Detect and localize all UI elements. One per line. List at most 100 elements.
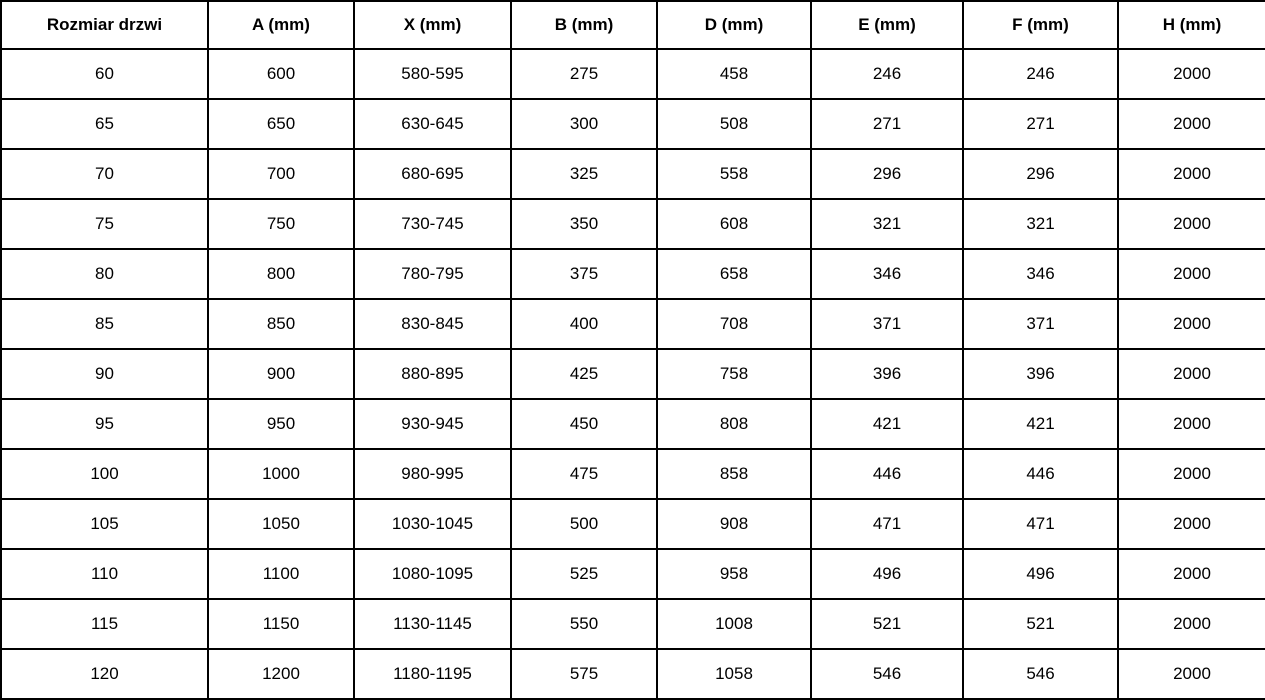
table-cell: 650	[207, 98, 355, 150]
table-cell: 2000	[1117, 198, 1265, 250]
table-cell: 2000	[1117, 398, 1265, 450]
table-cell: 371	[962, 298, 1119, 350]
table-cell: 80	[0, 248, 209, 300]
table-body: 60 600 580-595 275 458 246 246 2000 65 650 630-645…	[0, 48, 1265, 700]
table-cell: 558	[656, 148, 812, 200]
table-cell: 300	[510, 98, 658, 150]
table-cell: 1008	[656, 598, 812, 650]
table-cell: 421	[810, 398, 964, 450]
table-cell: 1080-1095	[353, 548, 512, 600]
column-header-a-mm: A (mm)	[207, 0, 355, 50]
table-cell: 471	[810, 498, 964, 550]
table-row: 105 1050 1030-1045 500 908 471 471 2000	[0, 498, 1265, 550]
table-cell: 980-995	[353, 448, 512, 500]
table-cell: 730-745	[353, 198, 512, 250]
table-cell: 115	[0, 598, 209, 650]
table-row: 110 1100 1080-1095 525 958 496 496 2000	[0, 548, 1265, 600]
table-cell: 780-795	[353, 248, 512, 300]
column-header-h-mm: H (mm)	[1117, 0, 1265, 50]
table-cell: 2000	[1117, 248, 1265, 300]
table-cell: 110	[0, 548, 209, 600]
table-cell: 425	[510, 348, 658, 400]
table-cell: 608	[656, 198, 812, 250]
table-cell: 858	[656, 448, 812, 500]
table-cell: 500	[510, 498, 658, 550]
table-row: 115 1150 1130-1145 550 1008 521 521 2000	[0, 598, 1265, 650]
table-cell: 325	[510, 148, 658, 200]
table-cell: 321	[962, 198, 1119, 250]
table-cell: 296	[810, 148, 964, 200]
table-cell: 475	[510, 448, 658, 500]
table-cell: 550	[510, 598, 658, 650]
table-cell: 350	[510, 198, 658, 250]
table-cell: 400	[510, 298, 658, 350]
table-cell: 2000	[1117, 498, 1265, 550]
table-cell: 321	[810, 198, 964, 250]
table-cell: 346	[810, 248, 964, 300]
table-cell: 1150	[207, 598, 355, 650]
table-row: 80 800 780-795 375 658 346 346 2000	[0, 248, 1265, 300]
table-cell: 700	[207, 148, 355, 200]
table-cell: 271	[962, 98, 1119, 150]
table-cell: 1030-1045	[353, 498, 512, 550]
table-cell: 2000	[1117, 148, 1265, 200]
table-cell: 450	[510, 398, 658, 450]
table-cell: 1100	[207, 548, 355, 600]
table-cell: 808	[656, 398, 812, 450]
table-cell: 800	[207, 248, 355, 300]
table-cell: 680-695	[353, 148, 512, 200]
table-cell: 446	[810, 448, 964, 500]
table-cell: 1050	[207, 498, 355, 550]
table-cell: 758	[656, 348, 812, 400]
table-cell: 575	[510, 648, 658, 700]
column-header-b-mm: B (mm)	[510, 0, 658, 50]
table-cell: 2000	[1117, 48, 1265, 100]
table-row: 65 650 630-645 300 508 271 271 2000	[0, 98, 1265, 150]
column-header-rozmiar-drzwi: Rozmiar drzwi	[0, 0, 209, 50]
table-cell: 90	[0, 348, 209, 400]
table-cell: 65	[0, 98, 209, 150]
table-cell: 2000	[1117, 598, 1265, 650]
table-cell: 75	[0, 198, 209, 250]
table-cell: 446	[962, 448, 1119, 500]
table-cell: 1058	[656, 648, 812, 700]
table-cell: 1180-1195	[353, 648, 512, 700]
table-cell: 2000	[1117, 298, 1265, 350]
table-cell: 708	[656, 298, 812, 350]
table-cell: 830-845	[353, 298, 512, 350]
table-cell: 900	[207, 348, 355, 400]
table-cell: 2000	[1117, 448, 1265, 500]
table-row: 100 1000 980-995 475 858 446 446 2000	[0, 448, 1265, 500]
column-header-d-mm: D (mm)	[656, 0, 812, 50]
table-cell: 85	[0, 298, 209, 350]
table-cell: 525	[510, 548, 658, 600]
table-row: 70 700 680-695 325 558 296 296 2000	[0, 148, 1265, 200]
table-cell: 546	[962, 648, 1119, 700]
table-cell: 1130-1145	[353, 598, 512, 650]
table-header-row: Rozmiar drzwi A (mm) X (mm) B (mm) D (mm…	[0, 0, 1265, 50]
table-cell: 950	[207, 398, 355, 450]
table-cell: 630-645	[353, 98, 512, 150]
table-cell: 375	[510, 248, 658, 300]
table-cell: 296	[962, 148, 1119, 200]
table-cell: 246	[962, 48, 1119, 100]
table-cell: 105	[0, 498, 209, 550]
table-cell: 471	[962, 498, 1119, 550]
table-cell: 496	[962, 548, 1119, 600]
table-cell: 930-945	[353, 398, 512, 450]
table-cell: 275	[510, 48, 658, 100]
table-cell: 958	[656, 548, 812, 600]
table-cell: 750	[207, 198, 355, 250]
table-cell: 850	[207, 298, 355, 350]
table-cell: 70	[0, 148, 209, 200]
table-cell: 271	[810, 98, 964, 150]
table-cell: 396	[962, 348, 1119, 400]
table-cell: 600	[207, 48, 355, 100]
table-row: 60 600 580-595 275 458 246 246 2000	[0, 48, 1265, 100]
table-row: 120 1200 1180-1195 575 1058 546 546 2000	[0, 648, 1265, 700]
table-cell: 421	[962, 398, 1119, 450]
table-cell: 2000	[1117, 648, 1265, 700]
table-row: 95 950 930-945 450 808 421 421 2000	[0, 398, 1265, 450]
table-cell: 1200	[207, 648, 355, 700]
